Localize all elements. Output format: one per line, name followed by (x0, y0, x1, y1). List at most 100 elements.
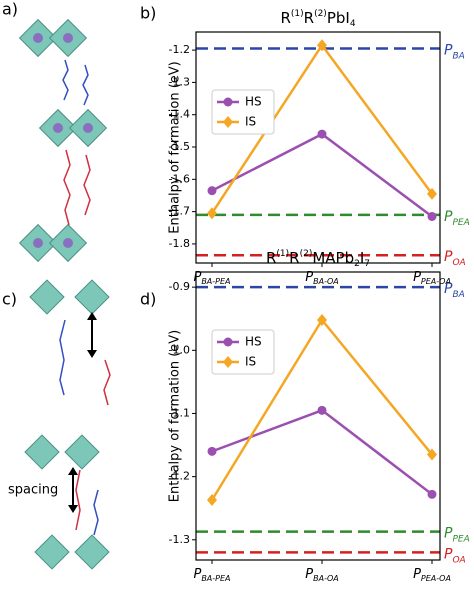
reference-label: PPEA (444, 526, 470, 545)
legend-label: HS (245, 335, 262, 349)
title-part: I (360, 249, 364, 267)
category-symbol: P (193, 567, 201, 582)
title-part: MAPb (312, 249, 354, 267)
reference-symbol: P (444, 526, 453, 542)
reference-label: POA (444, 249, 466, 268)
reference-name: PEA (452, 217, 469, 227)
legend-marker (223, 356, 233, 368)
y-tick-label: -1.3 (169, 533, 190, 546)
structure-a (18, 18, 108, 263)
category-name: PEA-OA (421, 574, 451, 583)
reference-label: PBA (444, 281, 465, 300)
legend-box (211, 329, 275, 375)
title-part: 7 (364, 259, 370, 269)
data-point (207, 494, 217, 506)
y-axis-label: Enthalpy of formation (eV) (168, 330, 183, 502)
data-point (207, 186, 217, 196)
y-tick-label: -1.2 (169, 43, 190, 56)
reference-label: PPEA (444, 209, 470, 228)
reference-symbol: P (444, 546, 453, 562)
title-part: (1) (291, 9, 304, 19)
reference-name: OA (452, 555, 465, 565)
category-symbol: P (413, 270, 421, 285)
title-part: (2) (314, 9, 327, 19)
y-tick-label: -1.2 (169, 470, 190, 483)
structure-illustrations: a) c) spacing (2, 0, 111, 570)
reference-name: BA (452, 290, 464, 300)
y-axis-label: Enthalpy of formation (eV) (168, 61, 183, 233)
series-line (211, 132, 433, 218)
reference-name: OA (452, 258, 465, 268)
data-point (317, 39, 327, 52)
spacing-label: spacing (8, 483, 58, 498)
plot-frame (195, 271, 441, 561)
y-tick-label: -0.9 (169, 280, 190, 293)
data-point (427, 489, 437, 499)
legend-marker (223, 116, 233, 128)
data-point (427, 187, 437, 200)
category-name: BA-OA (313, 574, 339, 583)
x-tick-label: PBA-OA (305, 270, 338, 287)
panel-label: a) (2, 0, 18, 19)
panel-label: d) (140, 290, 156, 309)
category-symbol: P (413, 567, 421, 582)
legend-box (211, 89, 275, 135)
data-point (317, 129, 327, 139)
category-symbol: P (305, 567, 313, 582)
chart-title: R(1)R(2)PbI4 (280, 9, 355, 29)
series-line (211, 408, 433, 496)
title-part: 2 (354, 259, 360, 269)
y-tick-label: -1.0 (169, 343, 190, 356)
plot-frame (195, 31, 441, 264)
category-symbol: P (193, 270, 201, 285)
category-name: PEA-OA (421, 277, 451, 286)
category-symbol: P (305, 270, 313, 285)
data-point (317, 405, 327, 415)
reference-symbol: P (444, 42, 453, 58)
data-point (317, 314, 327, 326)
title-part: R (280, 9, 290, 27)
y-tick-label: -1.1 (169, 406, 190, 419)
title-part: (1) (276, 249, 289, 259)
reference-name: PEA (452, 534, 469, 544)
y-tick-label: -1.4 (169, 108, 190, 121)
x-tick-label: PPEA-OA (413, 567, 451, 584)
x-tick-label: PBA-PEA (193, 567, 230, 584)
title-part: 4 (350, 19, 356, 29)
category-name: BA-OA (313, 277, 339, 286)
title-part: R (304, 9, 314, 27)
panel-label: c) (2, 290, 17, 309)
x-tick-label: PPEA-OA (413, 270, 451, 287)
reference-label: POA (444, 546, 466, 565)
data-point (207, 207, 217, 220)
data-point (207, 446, 217, 456)
title-part: (2) (300, 249, 313, 259)
x-tick-label: PBA-PEA (193, 270, 230, 287)
title-part: PbI (327, 9, 350, 27)
legend-marker (223, 97, 233, 107)
y-tick-label: -1.6 (169, 172, 190, 185)
data-point (427, 448, 437, 461)
reference-symbol: P (444, 281, 453, 297)
x-tick-label: PBA-OA (305, 567, 338, 584)
legend-label: HS (245, 95, 262, 109)
y-tick-label: -1.8 (169, 237, 190, 250)
data-point (427, 211, 437, 221)
title-part: R (289, 249, 299, 267)
title-part: R (266, 249, 276, 267)
reference-symbol: P (444, 249, 453, 265)
y-tick-label: -1.5 (169, 140, 190, 153)
y-tick-label: -1.3 (169, 75, 190, 88)
category-name: BA-PEA (201, 574, 230, 583)
category-name: BA-PEA (201, 277, 230, 286)
legend-label: IS (245, 355, 256, 369)
y-tick-label: -1.7 (169, 205, 190, 218)
panel-label: b) (140, 4, 156, 23)
legend-marker (223, 337, 233, 347)
chart-title: R(1)R(2)MAPb2I7 (266, 249, 370, 269)
reference-name: BA (452, 51, 464, 61)
reference-symbol: P (444, 209, 453, 225)
reference-label: PBA (444, 42, 465, 61)
structure-c (24, 279, 111, 570)
